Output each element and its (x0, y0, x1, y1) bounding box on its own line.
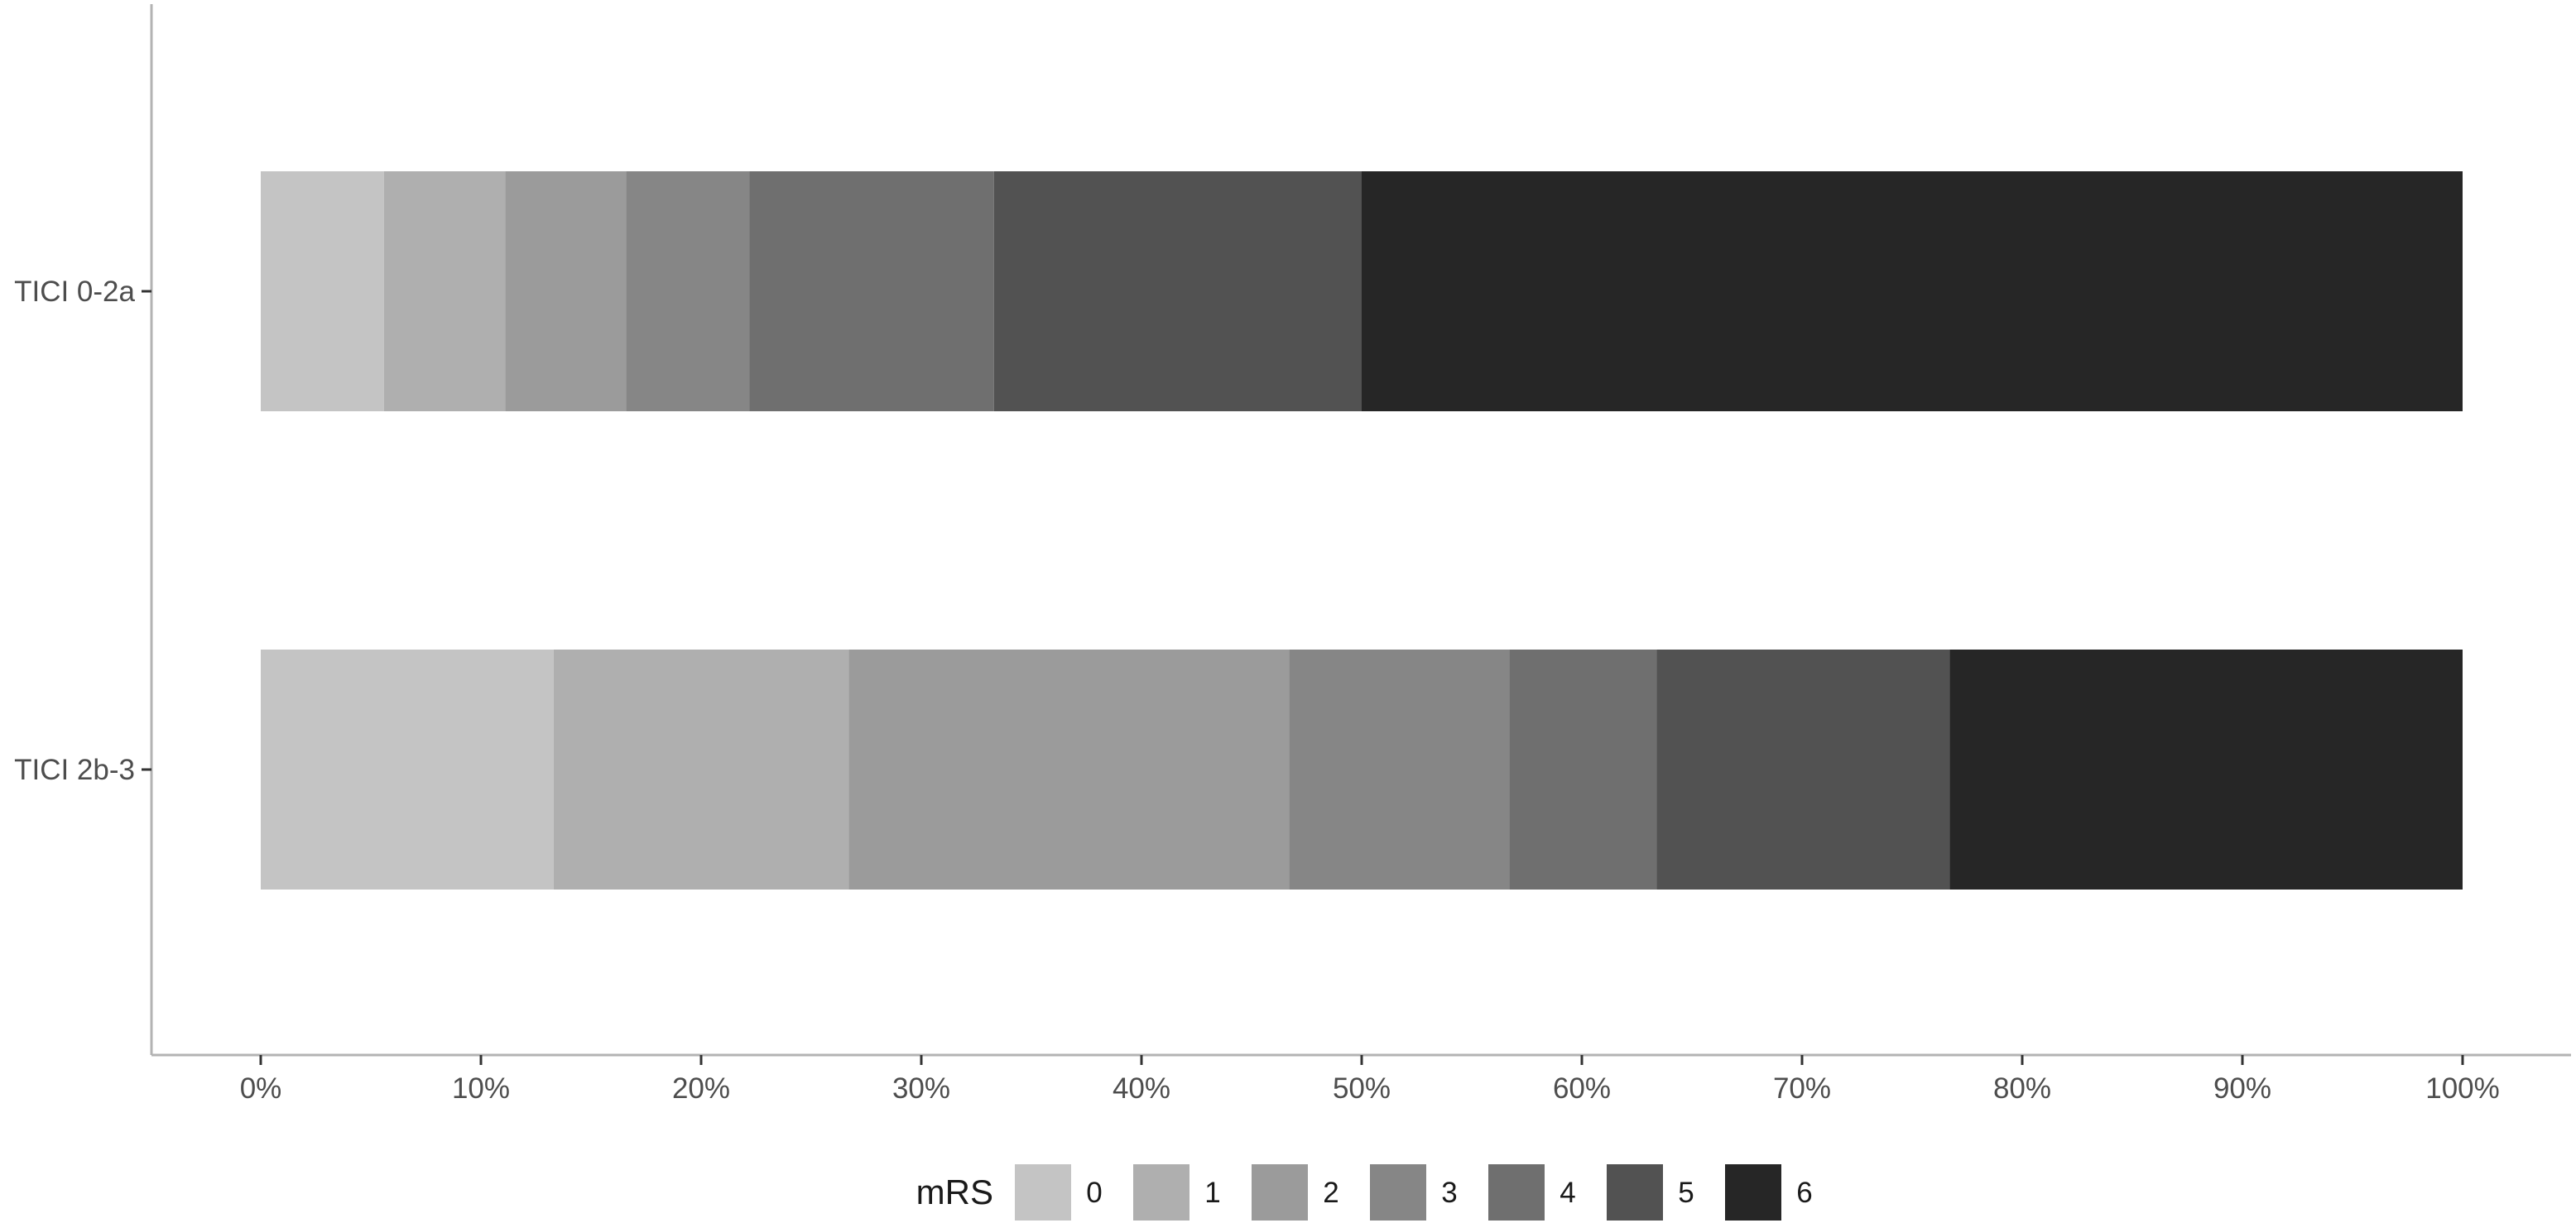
x-tick-label: 60% (1553, 1072, 1611, 1105)
bar-segment-1-mrs-1 (553, 650, 849, 890)
x-tick-label: 90% (2213, 1072, 2271, 1105)
legend-key (1015, 1164, 1071, 1221)
bar-segment-1-mrs-2 (848, 650, 1290, 890)
bar-segment-1-mrs-4 (1509, 650, 1657, 890)
legend-key (1252, 1164, 1308, 1221)
bar-segment-1-mrs-3 (1289, 650, 1510, 890)
bar-group-1 (261, 650, 2463, 890)
legend-label: 6 (1796, 1177, 1812, 1209)
legend-key (1725, 1164, 1781, 1221)
legend-item-4: 4 (1488, 1164, 1576, 1221)
bar-segment-0-mrs-6 (1362, 171, 2463, 411)
x-tick-label: 50% (1333, 1072, 1391, 1105)
legend-label: 2 (1323, 1177, 1338, 1209)
legend-key (1488, 1164, 1545, 1221)
legend-label: 5 (1678, 1177, 1694, 1209)
legend-label: 4 (1560, 1177, 1575, 1209)
x-tick-label: 80% (1993, 1072, 2051, 1105)
legend-item-1: 1 (1133, 1164, 1221, 1221)
bar-segment-0-mrs-3 (626, 171, 750, 411)
x-tick-label: 100% (2425, 1072, 2500, 1105)
legend-item-3: 3 (1370, 1164, 1458, 1221)
x-tick-label: 20% (672, 1072, 730, 1105)
x-tick-label: 30% (892, 1072, 950, 1105)
bar-segment-0-mrs-4 (749, 171, 994, 411)
legend-item-0: 0 (1015, 1164, 1103, 1221)
bar-segment-1-mrs-0 (261, 650, 554, 890)
x-tick-label: 40% (1113, 1072, 1170, 1105)
bar-segment-0-mrs-5 (993, 171, 1362, 411)
bar-segment-1-mrs-6 (1949, 650, 2463, 890)
bar-segment-1-mrs-5 (1656, 650, 1950, 890)
y-category-label: TICI 2b-3 (14, 754, 135, 786)
bars-layer (261, 171, 2463, 890)
legend-item-6: 6 (1725, 1164, 1813, 1221)
legend-label: 1 (1204, 1177, 1220, 1209)
legend-key (1607, 1164, 1663, 1221)
legend-key (1133, 1164, 1189, 1221)
legend-title: mRS (916, 1173, 993, 1211)
bar-segment-0-mrs-0 (261, 171, 384, 411)
legend-item-2: 2 (1252, 1164, 1339, 1221)
x-tick-label: 70% (1773, 1072, 1831, 1105)
legend-item-5: 5 (1607, 1164, 1694, 1221)
bar-segment-0-mrs-1 (383, 171, 506, 411)
bar-segment-0-mrs-2 (505, 171, 627, 411)
legend: mRS 0 1 2 3 4 5 6 (916, 1164, 1813, 1221)
x-tick-label: 10% (452, 1072, 510, 1105)
x-tick-label: 0% (240, 1072, 282, 1105)
legend-key (1370, 1164, 1426, 1221)
legend-label: 3 (1441, 1177, 1457, 1209)
bar-group-0 (261, 171, 2463, 411)
axes-layer: 0% 10% 20% 30% 40% 50% 60% 70% 80% 90% 100% TICI 0-… (14, 4, 2571, 1105)
y-category-label: TICI 0-2a (14, 276, 135, 308)
legend-label: 0 (1086, 1177, 1102, 1209)
